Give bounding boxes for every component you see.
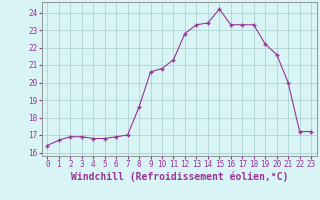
X-axis label: Windchill (Refroidissement éolien,°C): Windchill (Refroidissement éolien,°C) — [70, 172, 288, 182]
